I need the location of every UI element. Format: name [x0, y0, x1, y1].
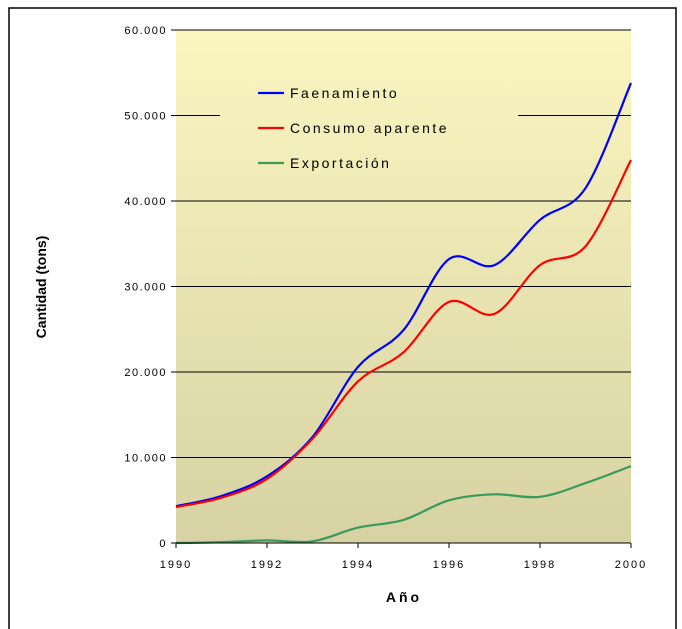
y-axis-title: Cantidad (tons) — [33, 236, 49, 339]
series-line-2 — [175, 159, 632, 509]
y-tick-label: 40.000 — [124, 196, 167, 208]
y-tick-label: 0 — [159, 538, 167, 550]
y-tick-label: 20.000 — [124, 367, 167, 379]
legend-label: Consumo aparente — [290, 120, 449, 136]
x-tick-label: 1992 — [251, 559, 283, 571]
legend: Faenamiento Consumo aparente Exportación — [258, 85, 449, 171]
y-tick-label: 10.000 — [124, 453, 167, 465]
x-axis-title: Año — [386, 589, 422, 605]
legend-label: Exportación — [290, 155, 391, 171]
x-tick-label: 2000 — [615, 559, 647, 571]
x-tick-label: 1990 — [160, 559, 192, 571]
figure-border — [8, 7, 677, 629]
gridlines — [176, 29, 631, 458]
series-lines — [175, 82, 633, 545]
series-line-1 — [175, 82, 633, 508]
series-line-3 — [175, 465, 632, 545]
legend-label: Faenamiento — [290, 85, 399, 101]
x-tick-label: 1996 — [433, 559, 465, 571]
x-axis-ticks: 1990 1992 1994 1996 1998 2000 — [160, 543, 647, 571]
y-tick-label: 30.000 — [124, 282, 167, 294]
x-tick-label: 1998 — [524, 559, 556, 571]
y-tick-label: 50.000 — [124, 111, 167, 123]
y-tick-label: 60.000 — [124, 25, 167, 37]
y-axis-ticks: 0 10.000 20.000 30.000 40.000 50.000 60.000 — [124, 25, 176, 550]
x-tick-label: 1994 — [342, 559, 374, 571]
